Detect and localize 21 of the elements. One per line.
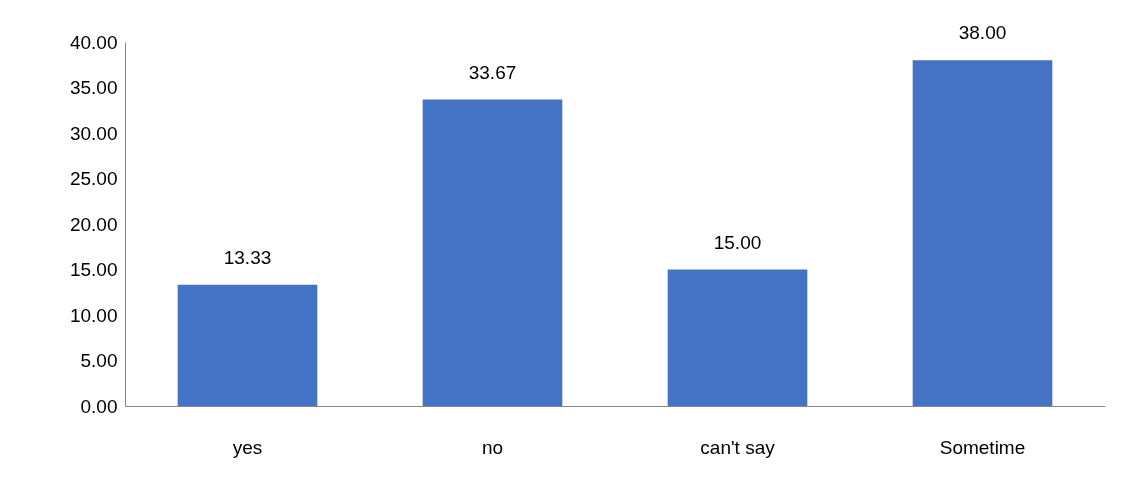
data-label: 33.67 — [468, 61, 517, 83]
y-tick-label: 40.00 — [69, 31, 118, 53]
x-tick-label: Sometime — [939, 436, 1026, 458]
y-tick-label: 5.00 — [80, 350, 118, 371]
bar — [912, 60, 1053, 406]
y-tick-label: 20.00 — [69, 213, 118, 235]
data-label: 15.00 — [713, 231, 762, 253]
bar — [177, 284, 318, 406]
y-tick-label: 10.00 — [69, 304, 118, 326]
y-tick-label: 15.00 — [69, 259, 118, 280]
data-label: 38.00 — [958, 22, 1007, 44]
y-tick-label: 35.00 — [69, 77, 118, 98]
y-tick-label: 30.00 — [69, 122, 118, 144]
x-tick-label: no — [481, 436, 504, 458]
x-tick-label: can't say — [700, 436, 776, 458]
y-tick-label: 0.00 — [80, 395, 118, 417]
x-tick-label: yes — [232, 436, 263, 458]
bar — [422, 99, 563, 406]
data-label: 13.33 — [223, 246, 272, 268]
y-tick-label: 25.00 — [69, 168, 118, 189]
bar — [667, 269, 808, 406]
